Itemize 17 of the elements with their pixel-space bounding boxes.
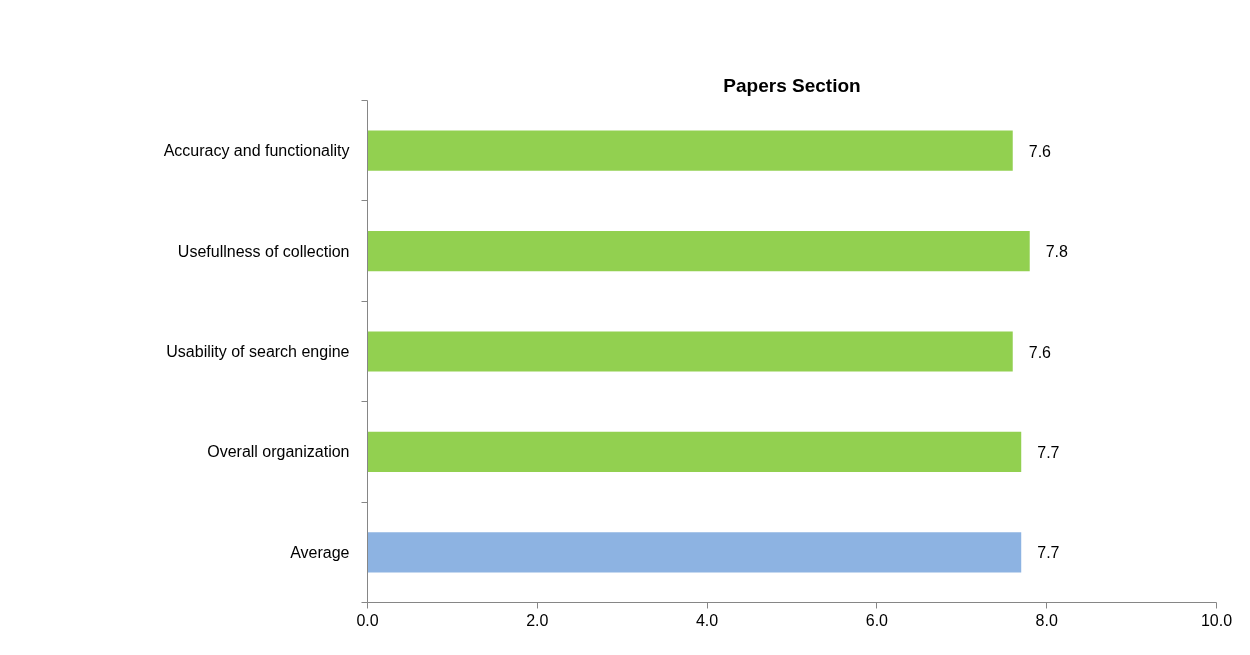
x-tick-label: 4.0 xyxy=(695,611,719,629)
x-tick-label: 2.0 xyxy=(526,611,549,629)
data-label: 7.8 xyxy=(1045,243,1069,261)
y-tick-label: Usability of search engine xyxy=(166,343,350,360)
y-tick-label: Average xyxy=(290,543,350,561)
y-tick-label: Accuracy and functionality xyxy=(163,142,350,160)
data-label: 7.7 xyxy=(1037,544,1060,562)
data-label: 7.6 xyxy=(1028,343,1052,361)
x-tick-label: 0.0 xyxy=(356,611,379,629)
data-label: 7.7 xyxy=(1037,443,1060,461)
chart-title: Papers Section xyxy=(723,74,861,96)
x-tick-label: 10.0 xyxy=(1200,611,1233,629)
x-tick-label: 8.0 xyxy=(1035,611,1058,629)
data-label: 7.6 xyxy=(1028,142,1052,160)
x-tick-label: 6.0 xyxy=(865,611,889,629)
y-tick-label: Usefullness of collection xyxy=(177,242,350,260)
y-tick-label: Overall organization xyxy=(207,443,350,461)
